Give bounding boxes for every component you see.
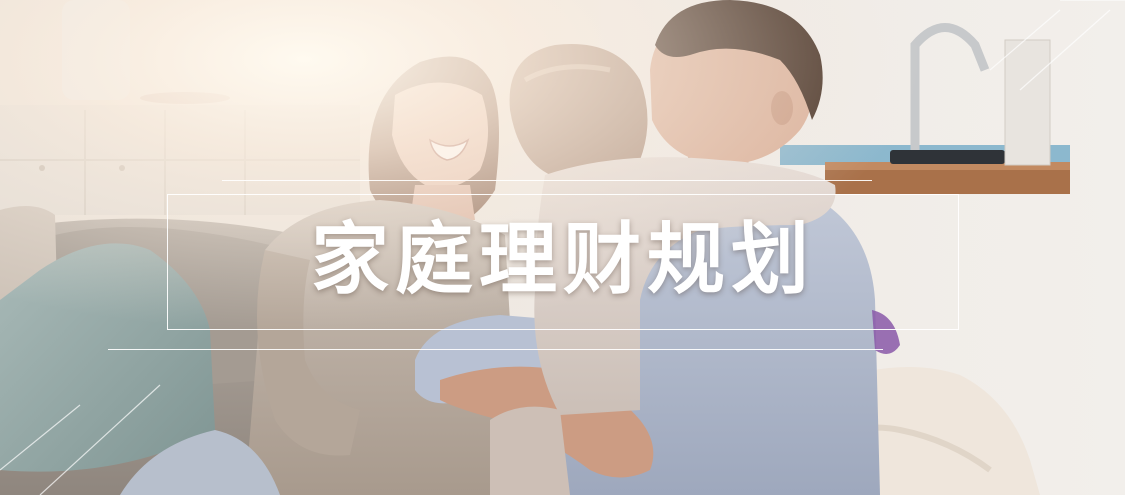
frame-line-bottom — [108, 349, 883, 350]
banner-title: 家庭理财规划 — [310, 215, 815, 305]
frame-line-top — [222, 180, 872, 181]
title-frame: 家庭理财规划 — [167, 194, 959, 330]
